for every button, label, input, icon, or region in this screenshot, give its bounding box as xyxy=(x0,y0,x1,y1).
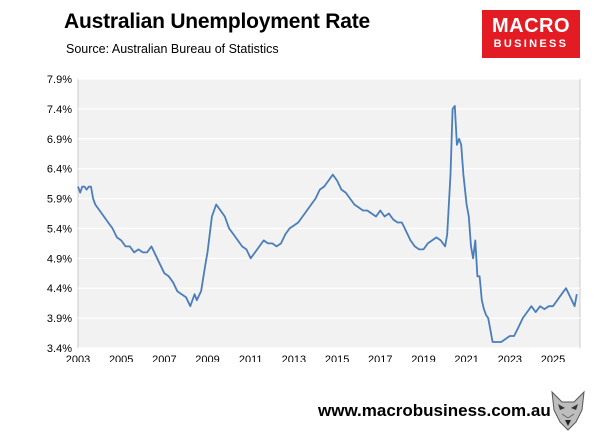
y-tick-label: 3.9% xyxy=(47,313,72,325)
x-tick-label: 2003 xyxy=(66,354,90,362)
x-tick-label: 2019 xyxy=(411,354,435,362)
x-tick-label: 2005 xyxy=(109,354,133,362)
logo-line-1: MACRO xyxy=(491,15,571,37)
x-tick-label: 2009 xyxy=(195,354,219,362)
logo-line-2: BUSINESS xyxy=(493,38,569,50)
plot-area xyxy=(77,78,581,349)
wolf-icon xyxy=(551,390,585,431)
x-tick-label: 2013 xyxy=(282,354,306,362)
y-tick-label: 7.4% xyxy=(47,104,72,116)
chart-source: Source: Australian Bureau of Statistics xyxy=(66,42,279,56)
y-tick-label: 6.9% xyxy=(47,134,72,146)
x-tick-label: 2025 xyxy=(541,354,565,362)
y-tick-label: 3.4% xyxy=(47,343,72,355)
y-tick-label: 6.4% xyxy=(47,164,72,176)
chart-title: Australian Unemployment Rate xyxy=(64,10,370,33)
x-tick-label: 2011 xyxy=(239,354,263,362)
x-tick-label: 2021 xyxy=(454,354,478,362)
y-tick-label: 5.4% xyxy=(47,223,72,235)
x-tick-label: 2007 xyxy=(152,354,176,362)
macrobusiness-logo: MACRO BUSINESS xyxy=(482,10,580,58)
unemployment-series-line xyxy=(77,105,578,343)
unemployment-line-chart: 7.9% 7.4% 6.9% 6.4% 5.9% 5.4% 4.9% 4.4% 3.9% 3.4%… xyxy=(47,74,581,362)
x-tick-label: 2017 xyxy=(368,354,392,362)
y-tick-label: 7.9% xyxy=(47,74,72,86)
website-url: www.macrobusiness.com.au xyxy=(318,401,551,420)
x-tick-label: 2015 xyxy=(325,354,349,362)
y-tick-label: 4.9% xyxy=(47,253,72,265)
y-tick-label: 4.4% xyxy=(47,283,72,295)
y-tick-label: 5.9% xyxy=(47,194,72,206)
x-tick-label: 2023 xyxy=(498,354,522,362)
